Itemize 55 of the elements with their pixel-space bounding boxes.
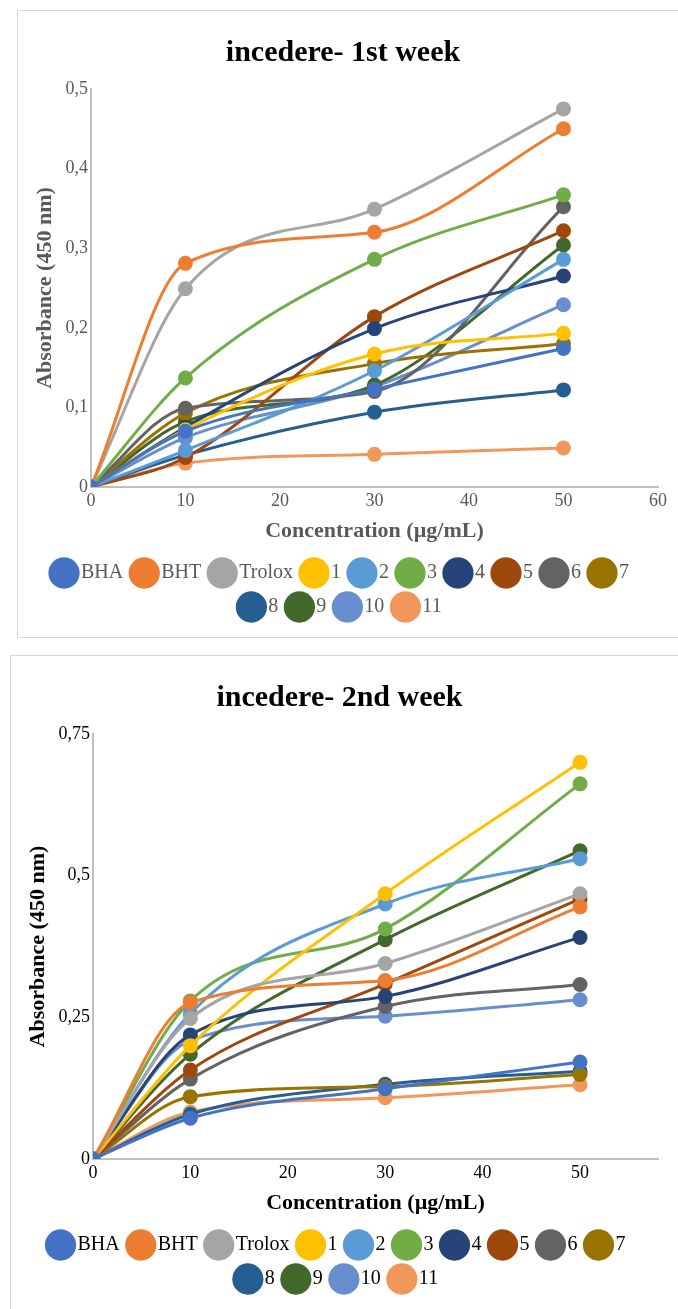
legend-label: 3 <box>426 560 437 583</box>
legend-label: Trolox <box>239 560 293 583</box>
x-tick-label: 50 <box>554 489 573 510</box>
y-axis-title: Absorbance (450 nm) <box>30 187 56 389</box>
y-tick-label: 0,5 <box>65 77 88 98</box>
legend-label: 6 <box>570 560 581 583</box>
x-tick-label: 20 <box>278 1161 297 1182</box>
x-tick-label: 40 <box>473 1161 492 1182</box>
legend-label: 9 <box>312 1266 323 1289</box>
x-tick-label: 60 <box>649 489 667 510</box>
legend-label: 4 <box>471 1232 482 1255</box>
legend-label: BHA <box>81 560 124 583</box>
legend-label: 7 <box>615 1232 626 1255</box>
x-tick-label: 10 <box>181 1161 200 1182</box>
legend-label: 4 <box>474 560 485 583</box>
y-axis-title: Absorbance (450 nm) <box>23 845 49 1048</box>
legend-label: 7 <box>618 560 629 583</box>
x-tick-label: 30 <box>365 489 384 510</box>
legend-label: 5 <box>519 1232 530 1255</box>
y-tick-label: 0 <box>80 1147 90 1168</box>
y-tick-label: 0,2 <box>65 316 88 337</box>
legend-label: 8 <box>264 1266 275 1289</box>
x-tick-label: 30 <box>376 1161 395 1182</box>
legend-label: 5 <box>522 560 533 583</box>
chart-title: incedere- 2nd week <box>216 678 463 712</box>
chart-title: incedere- 1st week <box>225 33 461 67</box>
legend-label: 2 <box>378 560 389 583</box>
x-tick-label: 20 <box>270 489 289 510</box>
y-tick-label: 0,25 <box>58 1006 90 1027</box>
legend-label: 1 <box>330 560 341 583</box>
legend-label: 3 <box>423 1232 434 1255</box>
x-axis-title: Concentration (µg/mL) <box>266 1189 485 1215</box>
legend-label: BHT <box>161 560 202 583</box>
x-tick-label: 50 <box>571 1161 590 1182</box>
legend-label: 1 <box>327 1232 338 1255</box>
legend-label: 10 <box>360 1266 381 1289</box>
legend-label: 11 <box>422 594 442 617</box>
y-tick-label: 0,1 <box>65 396 88 417</box>
legend-label: 8 <box>268 594 279 617</box>
legend-label: 11 <box>418 1266 439 1289</box>
y-tick-label: 0,3 <box>65 236 88 257</box>
y-tick-label: 0,75 <box>58 722 90 743</box>
x-tick-label: 40 <box>459 489 478 510</box>
y-tick-label: 0,5 <box>67 864 90 885</box>
legend-label: 6 <box>567 1232 578 1255</box>
x-tick-label: 10 <box>176 489 195 510</box>
legend-label: BHA <box>77 1232 121 1255</box>
y-tick-label: 0,4 <box>65 157 88 178</box>
legend-label: 2 <box>375 1232 386 1255</box>
y-tick-label: 0 <box>78 475 88 496</box>
x-axis-title: Concentration (µg/mL) <box>265 517 484 543</box>
legend-label: 9 <box>316 594 327 617</box>
legend-label: 10 <box>364 594 385 617</box>
legend-label: Trolox <box>235 1232 290 1255</box>
legend-label: BHT <box>157 1232 198 1255</box>
